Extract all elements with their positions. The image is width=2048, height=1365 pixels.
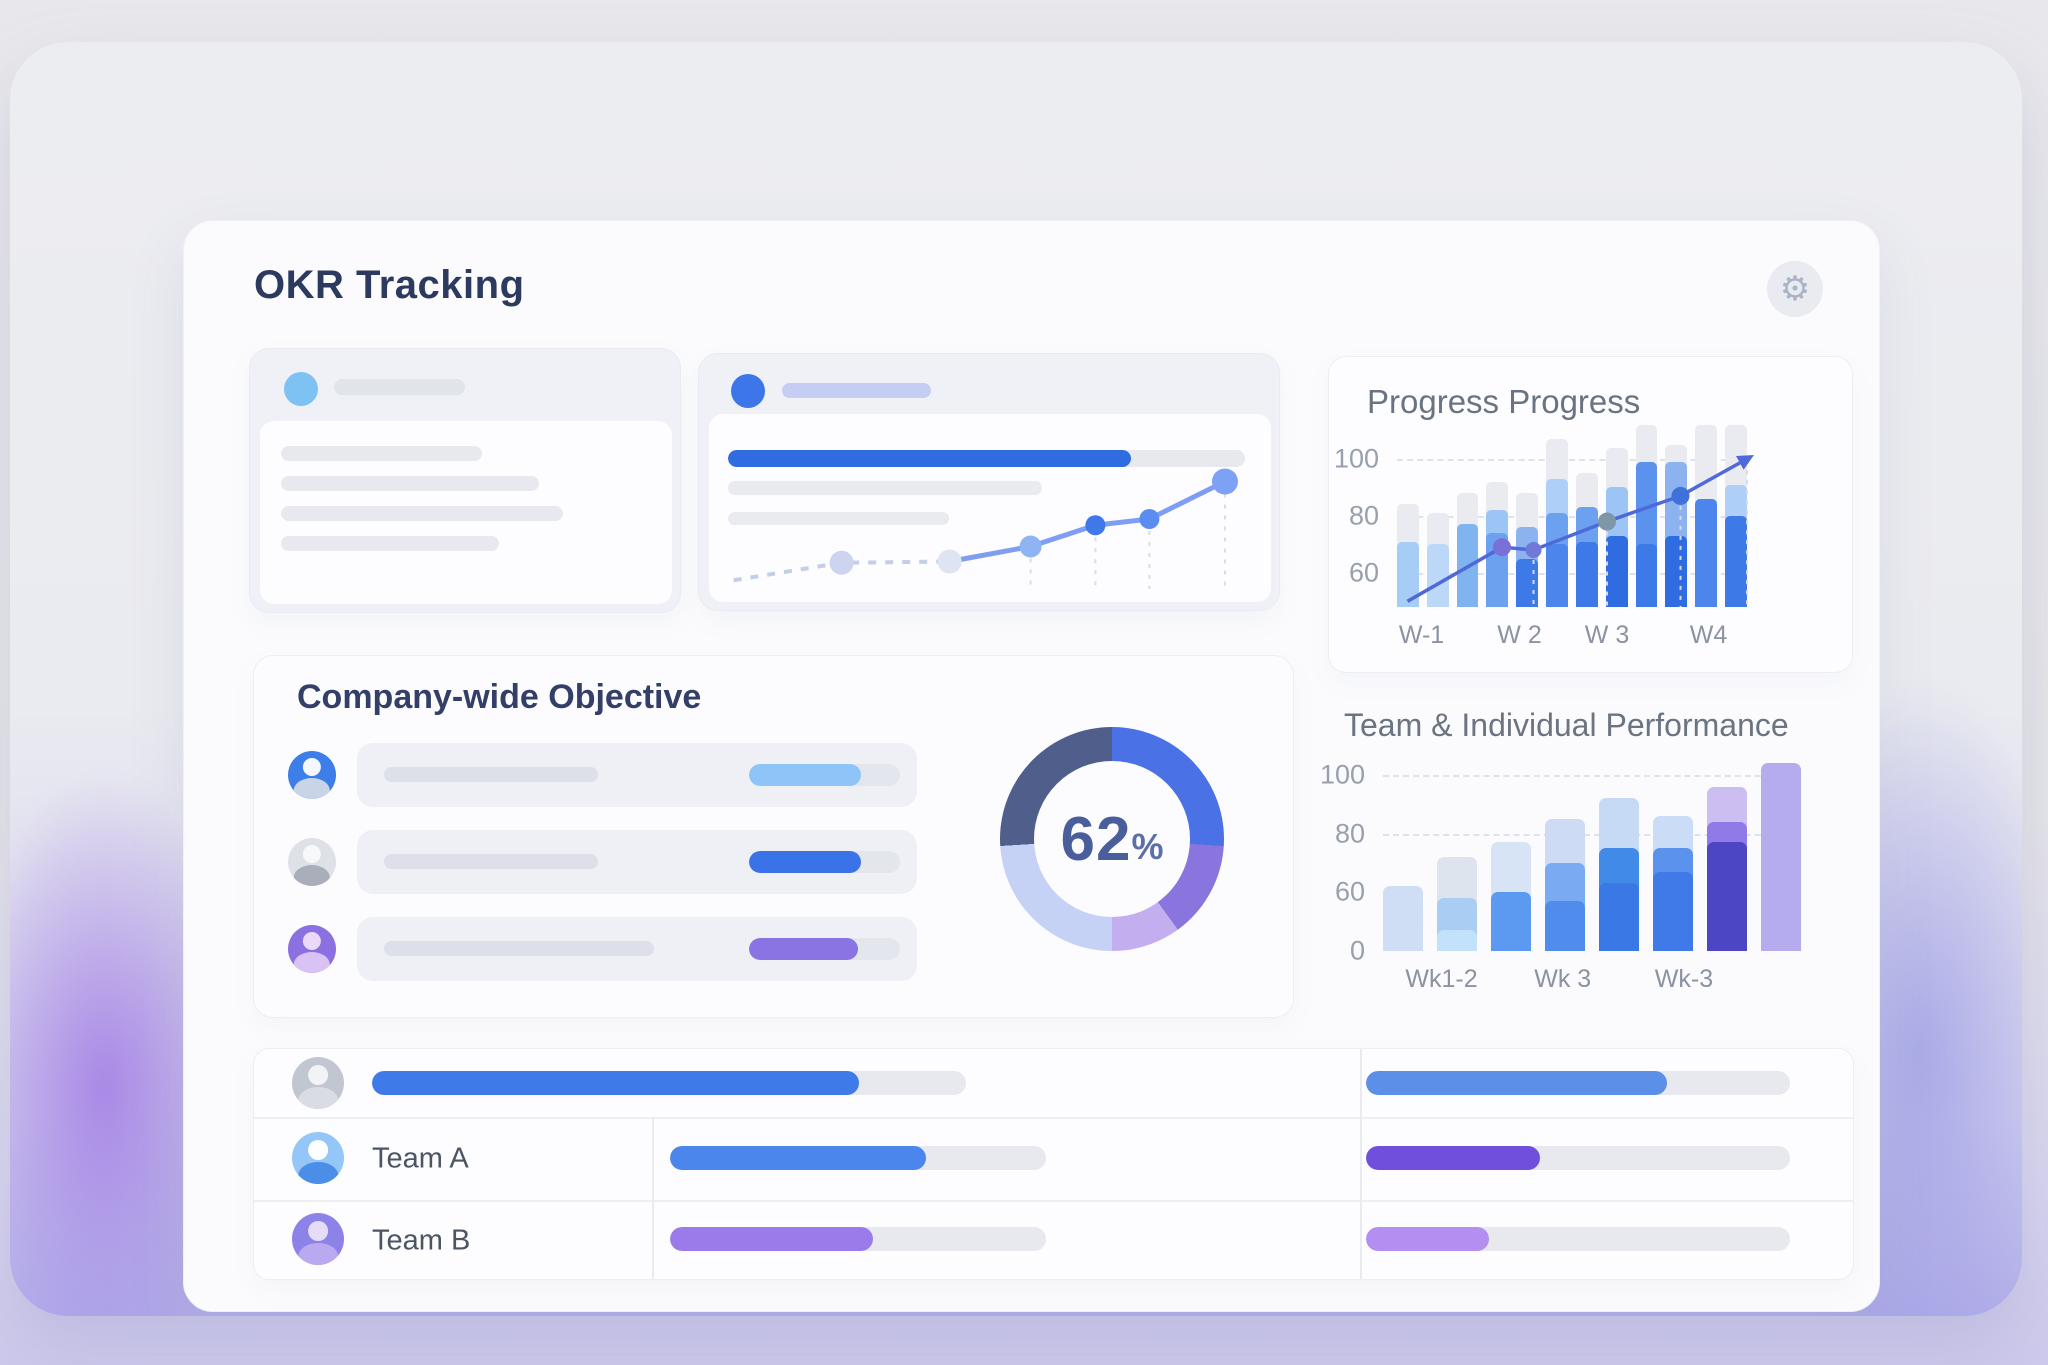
title-placeholder <box>334 379 465 395</box>
table-row[interactable]: Team A <box>254 1117 1853 1200</box>
row-divider <box>254 1200 1853 1202</box>
avatar <box>288 751 336 799</box>
progress-fill <box>749 938 858 960</box>
progress-fill <box>670 1227 874 1251</box>
avatar <box>292 1132 344 1184</box>
status-dot <box>284 372 318 406</box>
completion-donut: 62 % <box>1000 727 1224 951</box>
objective-row[interactable] <box>254 917 934 981</box>
text-placeholder-line <box>384 941 654 956</box>
status-dot <box>731 374 765 408</box>
progress-fill <box>372 1071 860 1095</box>
progress-track <box>749 938 900 960</box>
settings-button[interactable]: ⚙ <box>1767 261 1823 317</box>
progress-track <box>749 764 900 786</box>
text-placeholder-line <box>384 854 598 869</box>
skeleton-card-2 <box>698 353 1280 611</box>
key-result-item <box>357 743 917 807</box>
text-placeholder-line <box>728 512 949 525</box>
progress-track <box>372 1071 966 1095</box>
title-placeholder <box>782 383 931 398</box>
progress-track <box>749 851 900 873</box>
progress-bar-track <box>728 450 1245 467</box>
progress-track <box>670 1227 1046 1251</box>
progress-fill <box>670 1146 926 1170</box>
row-divider <box>254 1117 1853 1119</box>
key-result-item <box>357 830 917 894</box>
team-name: Team A <box>372 1142 469 1174</box>
progress-bar-fill <box>728 450 1132 467</box>
dashboard-card: OKR Tracking ⚙ <box>183 220 1880 1312</box>
completion-percentage: 62 <box>1060 804 1132 874</box>
team-name: Team B <box>372 1224 471 1256</box>
column-divider <box>1360 1049 1362 1279</box>
text-placeholder-line <box>728 481 1042 495</box>
progress-track <box>670 1146 1046 1170</box>
performance-bar-chart: 100 80 60 0 Wk1-2 Wk 3 Wk-3 <box>1320 759 1801 993</box>
progress-track <box>1366 1146 1790 1170</box>
objective-row[interactable] <box>254 830 934 894</box>
donut-center: 62 % <box>1034 761 1190 917</box>
table-row[interactable] <box>254 1049 1853 1117</box>
avatar <box>288 925 336 973</box>
table-row[interactable]: Team B <box>254 1200 1853 1279</box>
gear-icon: ⚙ <box>1779 270 1811 308</box>
percent-sign: % <box>1131 826 1164 867</box>
trend-mini-chart <box>712 464 1252 589</box>
team-table: Team A Team B <box>253 1048 1854 1280</box>
text-placeholder-block <box>260 421 672 604</box>
chart-title: Progress Progress <box>1367 383 1641 420</box>
column-divider <box>652 1117 654 1279</box>
objective-row[interactable] <box>254 743 934 807</box>
progress-fill <box>749 851 861 873</box>
progress-fill <box>1366 1227 1489 1251</box>
progress-fill <box>749 764 861 786</box>
app-frame: OKR Tracking ⚙ <box>10 42 2022 1316</box>
key-result-item <box>357 917 917 981</box>
progress-track <box>1366 1227 1790 1251</box>
progress-fill <box>1366 1071 1668 1095</box>
progress-fill <box>1366 1146 1540 1170</box>
chart-title: Team & Individual Performance <box>1344 707 1789 743</box>
avatar <box>292 1213 344 1265</box>
page-title: OKR Tracking <box>254 263 525 307</box>
skeleton-card-1 <box>249 348 681 613</box>
text-placeholder-line <box>384 767 598 782</box>
avatar <box>292 1057 344 1109</box>
progress-track <box>1366 1071 1790 1095</box>
avatar <box>288 838 336 886</box>
section-title: Company-wide Objective <box>297 678 702 716</box>
objective-card: Company-wide Objective <box>253 655 1294 1018</box>
